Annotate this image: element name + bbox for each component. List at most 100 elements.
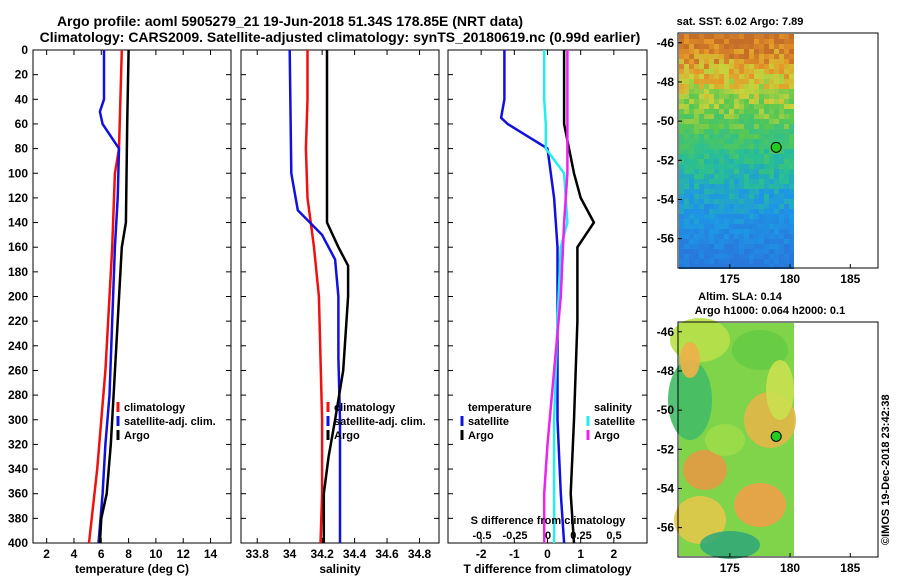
sst-pixel <box>724 139 729 144</box>
sst-pixel <box>719 114 724 119</box>
sst-pixel <box>714 224 719 229</box>
sst-pixel <box>694 199 699 204</box>
sst-pixel <box>679 174 684 179</box>
sst-pixel <box>764 34 769 39</box>
sst-pixel <box>754 44 759 49</box>
sst-pixel <box>739 104 744 109</box>
sst-pixel <box>704 144 709 149</box>
sst-pixel <box>694 144 699 149</box>
sst-pixel <box>719 164 724 169</box>
sst-pixel <box>689 139 694 144</box>
sst-pixel <box>689 194 694 199</box>
sst-pixel <box>784 144 789 149</box>
sst-pixel <box>704 44 709 49</box>
sst-pixel <box>744 44 749 49</box>
sst-pixel <box>719 154 724 159</box>
sst-pixel <box>729 169 734 174</box>
sst-pixel <box>699 39 704 44</box>
x-tick-label: 10 <box>149 547 163 561</box>
s-difference-tick-label: 0 <box>545 530 551 542</box>
sst-pixel <box>789 149 794 154</box>
sst-pixel <box>724 119 729 124</box>
sst-pixel <box>789 164 794 169</box>
sst-pixel <box>744 264 749 269</box>
sst-pixel <box>774 124 779 129</box>
sst-pixel <box>749 54 754 59</box>
sst-pixel <box>769 149 774 154</box>
sst-pixel <box>709 44 714 49</box>
sst-pixel <box>744 84 749 89</box>
sst-pixel <box>764 194 769 199</box>
depth-tick-label: 120 <box>8 191 28 205</box>
sst-pixel <box>704 139 709 144</box>
sst-pixel <box>764 109 769 114</box>
sst-pixel <box>744 159 749 164</box>
sst-pixel <box>764 84 769 89</box>
x-tick-label: 4 <box>71 547 78 561</box>
sst-pixel <box>699 214 704 219</box>
sst-pixel <box>734 214 739 219</box>
sst-pixel <box>779 204 784 209</box>
sst-pixel <box>739 109 744 114</box>
sst-pixel <box>679 154 684 159</box>
sst-pixel <box>679 104 684 109</box>
sst-pixel <box>724 199 729 204</box>
sst-pixel <box>774 209 779 214</box>
sst-pixel <box>714 44 719 49</box>
sst-pixel <box>724 169 729 174</box>
sst-pixel <box>769 159 774 164</box>
temperature-legend-entry: climatology <box>124 402 186 414</box>
sst-pixel <box>704 79 709 84</box>
sst-pixel <box>764 139 769 144</box>
depth-tick-label: 20 <box>15 68 29 82</box>
sst-pixel <box>699 234 704 239</box>
sst-pixel <box>784 49 789 54</box>
sst-pixel <box>779 169 784 174</box>
sst-pixel <box>749 109 754 114</box>
sst-pixel <box>779 104 784 109</box>
sst-pixel <box>769 264 774 269</box>
sst-pixel <box>699 59 704 64</box>
sst-pixel <box>714 164 719 169</box>
sst-pixel <box>694 104 699 109</box>
sst-pixel <box>744 49 749 54</box>
sst-pixel <box>699 124 704 129</box>
sst-pixel <box>699 104 704 109</box>
sst-pixel <box>744 199 749 204</box>
x-tick-label: 2 <box>610 547 617 561</box>
sst-pixel <box>734 199 739 204</box>
sst-pixel <box>734 94 739 99</box>
sst-pixel <box>764 164 769 169</box>
sst-pixel <box>774 254 779 259</box>
sst-pixel <box>699 49 704 54</box>
sst-pixel <box>769 204 774 209</box>
sst-pixel <box>709 249 714 254</box>
sst-pixel <box>689 64 694 69</box>
sst-pixel <box>684 54 689 59</box>
sst-pixel <box>779 219 784 224</box>
sst-pixel <box>724 204 729 209</box>
sst-pixel <box>759 54 764 59</box>
sst-pixel <box>709 144 714 149</box>
sst-pixel <box>684 264 689 269</box>
sst-pixel <box>744 149 749 154</box>
sst-pixel <box>729 44 734 49</box>
sst-pixel <box>754 134 759 139</box>
sst-pixel <box>709 219 714 224</box>
sst-pixel <box>739 164 744 169</box>
sst-pixel <box>769 49 774 54</box>
sst-pixel <box>759 69 764 74</box>
sst-pixel <box>749 244 754 249</box>
sst-pixel <box>699 109 704 114</box>
sst-pixel <box>724 69 729 74</box>
sst-pixel <box>764 114 769 119</box>
sst-pixel <box>759 94 764 99</box>
sst-pixel <box>759 234 764 239</box>
lat-tick-label: -50 <box>657 403 675 417</box>
sst-pixel <box>719 104 724 109</box>
sst-pixel <box>784 119 789 124</box>
sst-pixel <box>694 239 699 244</box>
sst-pixel <box>714 109 719 114</box>
sst-pixel <box>779 249 784 254</box>
sst-pixel <box>699 174 704 179</box>
